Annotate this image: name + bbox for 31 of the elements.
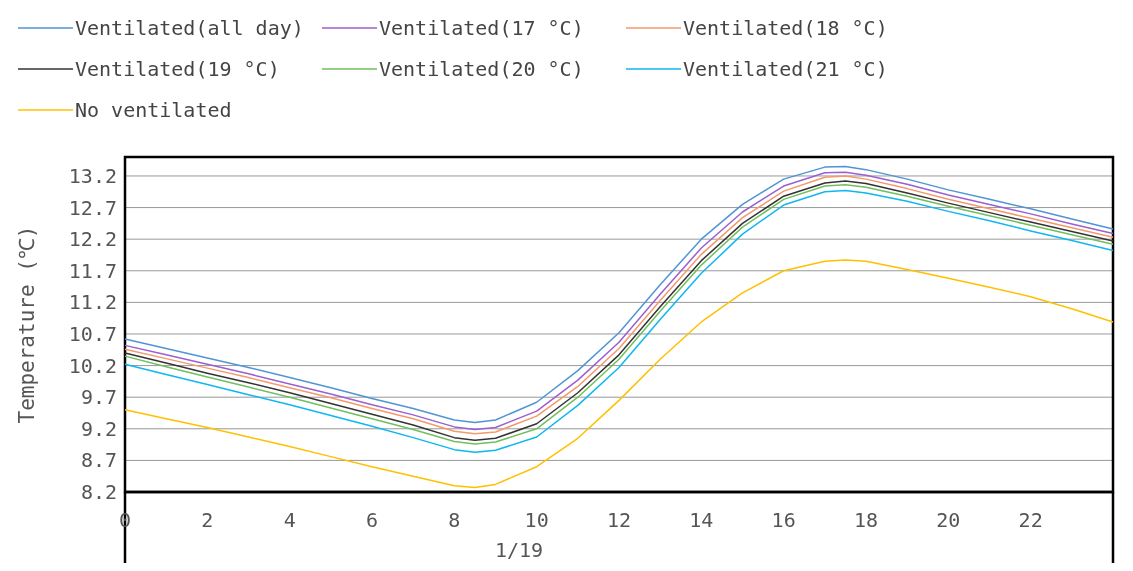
x-tick-label: 4: [283, 508, 296, 532]
legend-label: Ventilated(18 °C): [683, 16, 888, 40]
x-tick-label: 16: [771, 508, 796, 532]
y-tick-label: 11.2: [68, 290, 117, 315]
y-tick-label: 12.7: [68, 195, 117, 220]
x-tick-label: 20: [936, 508, 961, 532]
legend-label: Ventilated(17 °C): [379, 16, 584, 40]
y-tick-label: 8.2: [80, 480, 117, 504]
y-tick-label: 12.2: [68, 227, 117, 252]
x-tick-label: 8: [448, 508, 461, 532]
legend-label: Ventilated(20 °C): [379, 57, 584, 81]
x-tick-label: 10: [524, 508, 549, 532]
y-tick-label: 10.2: [68, 353, 117, 378]
x-axis-title: 1/19: [494, 538, 544, 562]
y-tick-label: 11.7: [68, 258, 117, 283]
x-tick-label: 22: [1018, 508, 1043, 532]
y-tick-label: 10.7: [68, 321, 117, 346]
legend-label: Ventilated(19 °C): [75, 57, 280, 81]
legend-label: Ventilated(all day): [75, 16, 304, 40]
legend-label: No ventilated: [75, 98, 232, 122]
y-tick-label: 9.7: [80, 385, 117, 410]
y-tick-label: 13.2: [68, 163, 117, 188]
x-tick-label: 14: [689, 508, 714, 532]
x-tick-label: 2: [201, 508, 214, 532]
y-tick-label: 8.7: [80, 448, 117, 473]
legend-label: Ventilated(21 °C): [683, 57, 888, 81]
x-tick-label: 12: [606, 508, 632, 532]
x-tick-label: 18: [853, 508, 879, 532]
y-axis-title: Temperature (℃): [15, 225, 39, 424]
y-tick-label: 9.2: [80, 416, 117, 441]
x-tick-label: 6: [365, 508, 379, 532]
